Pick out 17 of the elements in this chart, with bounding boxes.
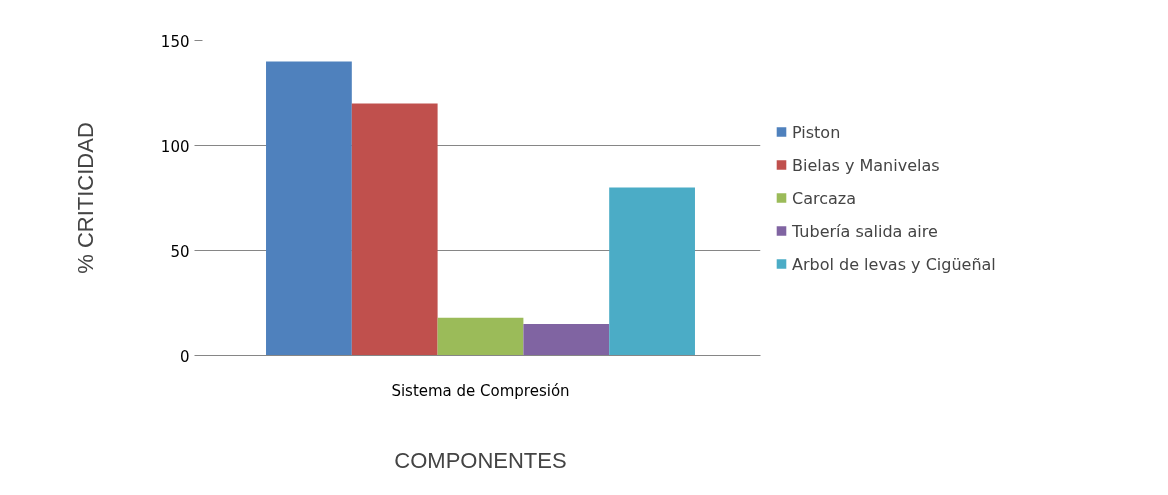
legend-label: Arbol de levas y Cigüeñal (792, 254, 996, 273)
y-tick-label: 0 (179, 347, 190, 366)
legend-label: Piston (792, 122, 841, 141)
bar (609, 187, 695, 356)
y-tick-label: 50 (170, 242, 190, 261)
bar (437, 317, 524, 356)
bar (351, 103, 438, 356)
y-axis-title: % CRITICIDAD (72, 122, 98, 274)
y-tick-label: 150 (160, 32, 190, 51)
bar (523, 324, 610, 356)
legend-label: Tubería salida aire (792, 221, 938, 240)
x-tick-label: Sistema de Compresión (391, 381, 570, 400)
legend-label: Bielas y Manivelas (792, 155, 940, 174)
bar (266, 61, 352, 356)
legend-label: Carcaza (792, 188, 857, 207)
y-tick-label: 100 (160, 137, 190, 156)
x-axis-title: COMPONENTES (394, 447, 567, 473)
